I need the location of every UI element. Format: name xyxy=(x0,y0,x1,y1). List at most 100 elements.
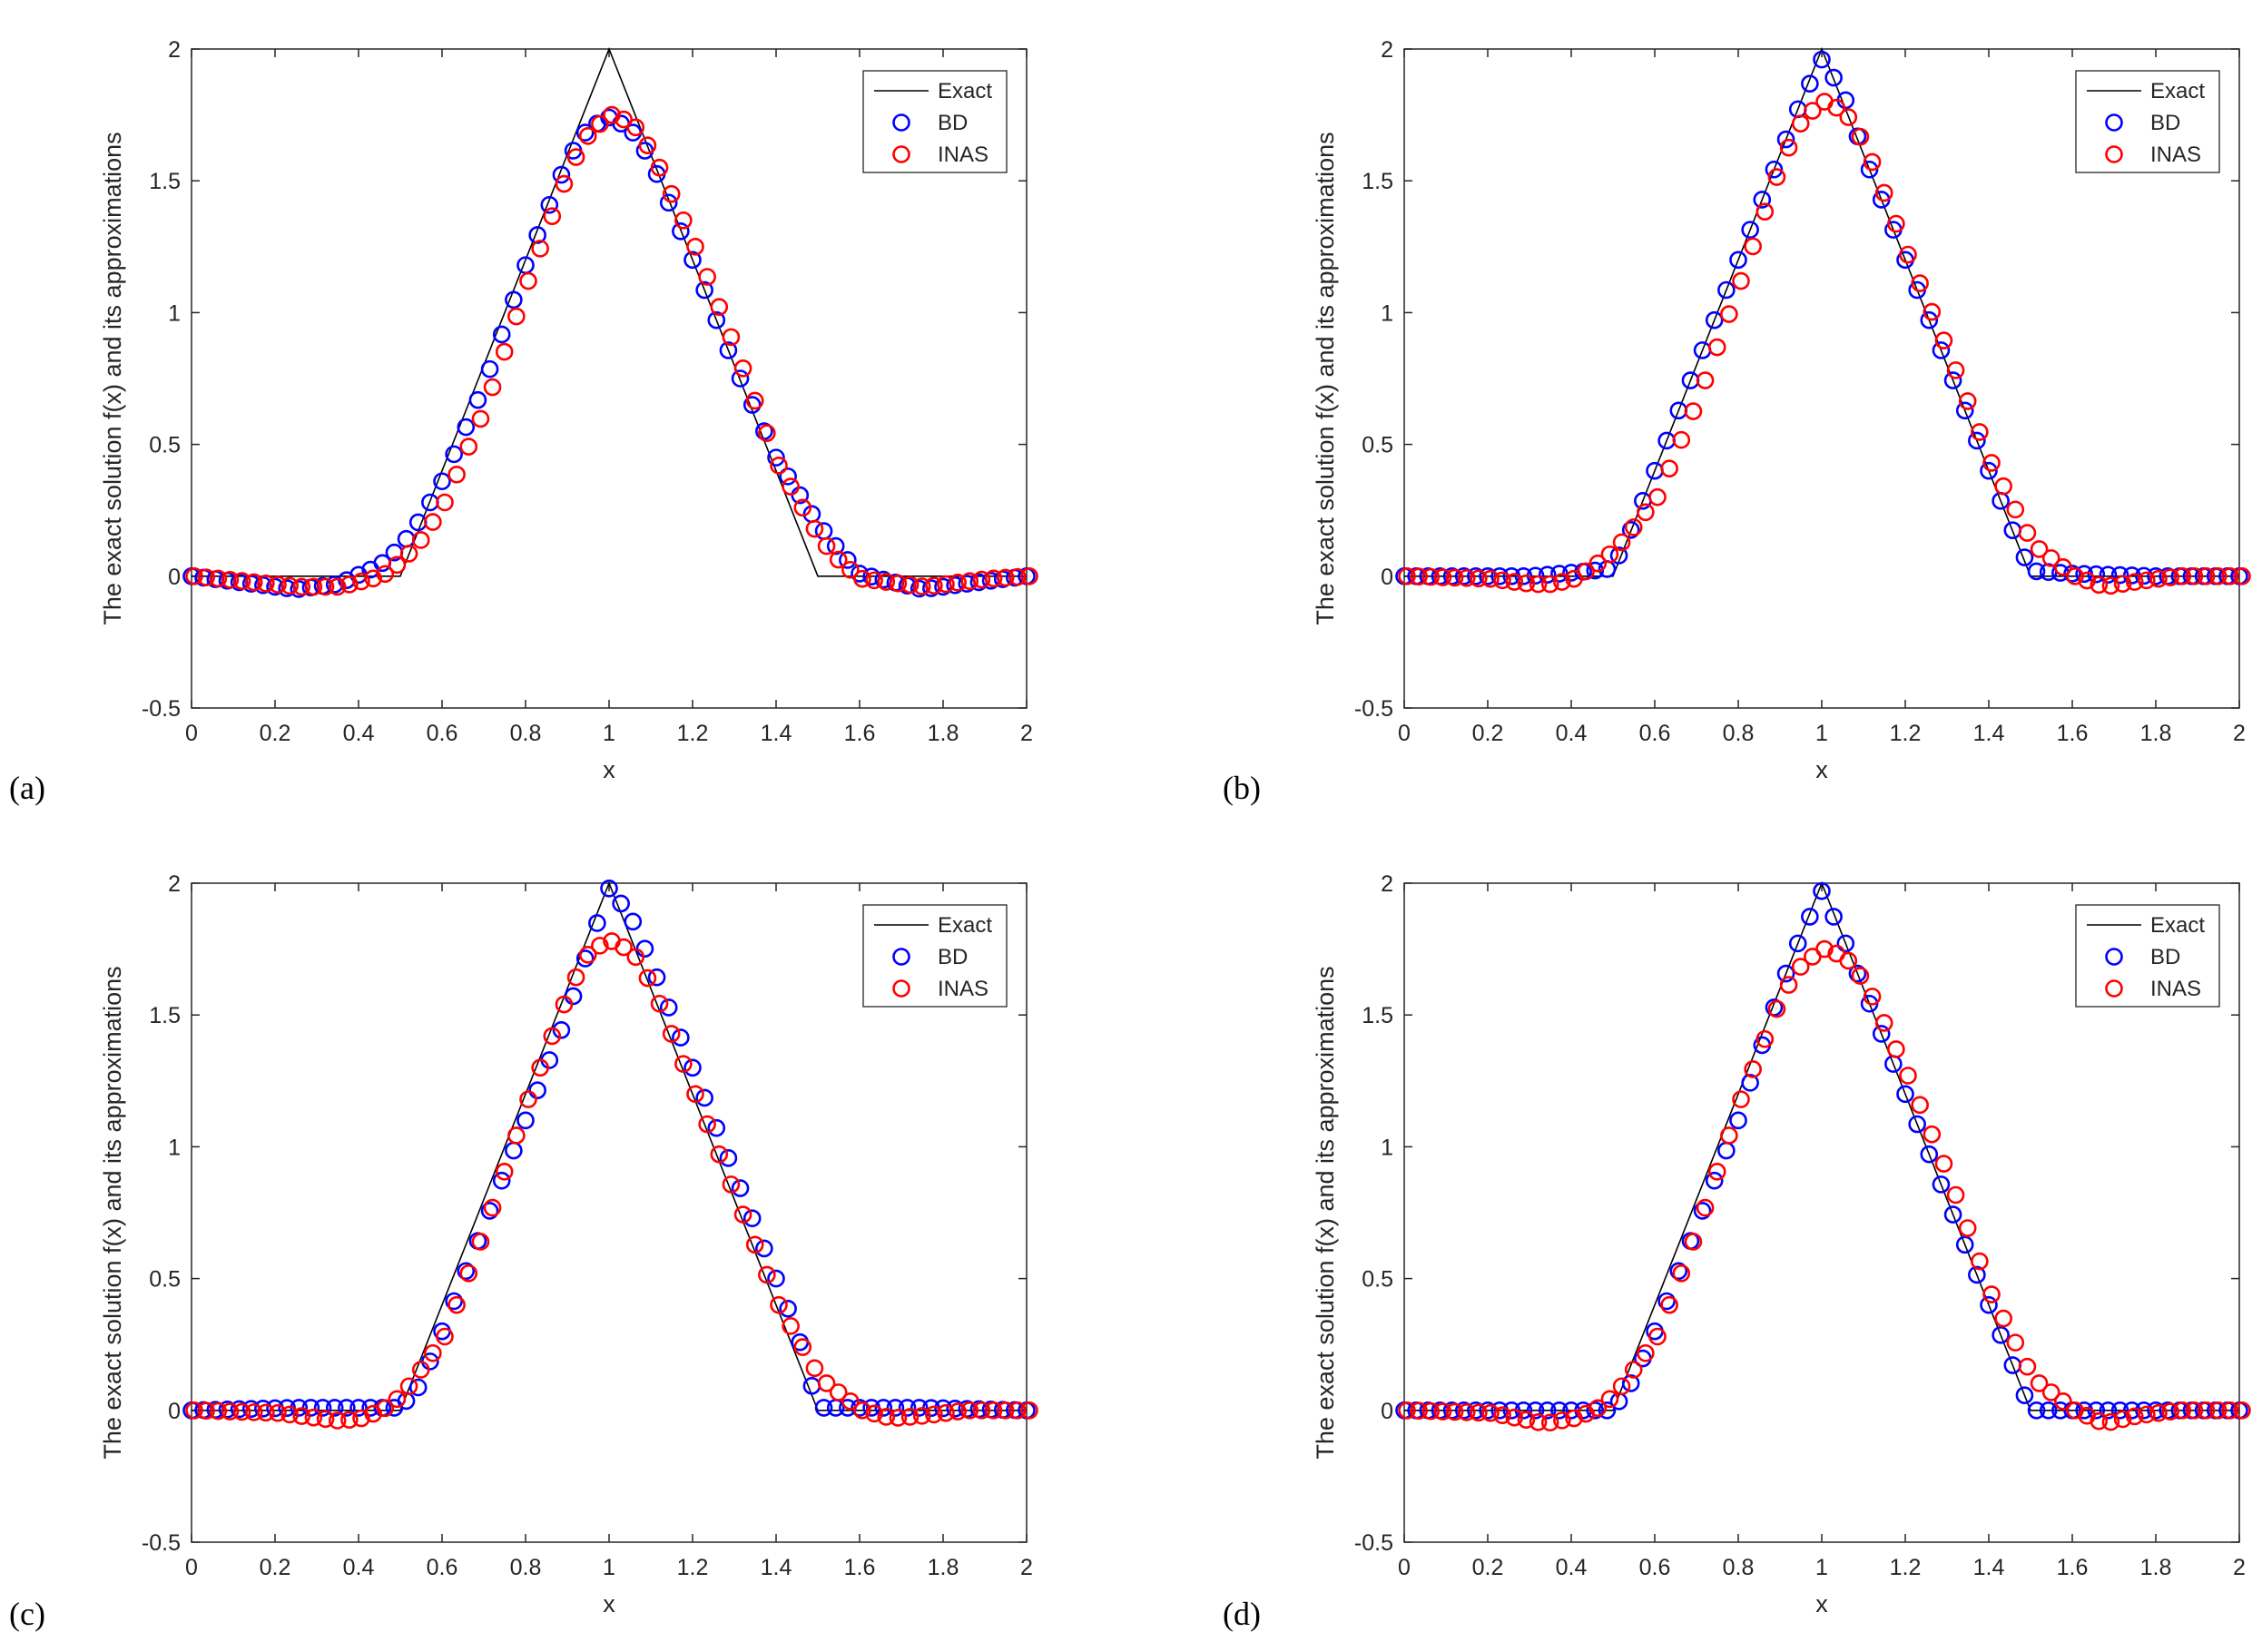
data-point-bd xyxy=(886,1399,905,1417)
data-point-bd xyxy=(516,1111,535,1130)
x-tick-label: 1.6 xyxy=(2057,721,2089,746)
data-point-bd xyxy=(779,467,797,486)
data-point-bd xyxy=(1932,1175,1951,1194)
data-point-bd xyxy=(874,1399,893,1417)
data-point-bd xyxy=(1824,68,1843,87)
data-point-inas xyxy=(1672,1264,1691,1283)
data-point-inas xyxy=(340,575,359,594)
data-point-inas xyxy=(996,1401,1015,1420)
data-point-inas xyxy=(996,568,1015,587)
data-point-bd xyxy=(528,226,546,244)
data-point-inas xyxy=(2197,566,2216,585)
y-tick-label: 2 xyxy=(168,871,181,897)
data-point-inas xyxy=(1008,567,1027,586)
data-point-inas xyxy=(2054,558,2072,576)
x-tick-label: 1 xyxy=(1815,1555,1828,1580)
data-point-inas xyxy=(2173,566,2192,585)
data-point-inas xyxy=(1684,402,1703,420)
data-point-inas xyxy=(1529,575,1548,594)
data-point-inas xyxy=(2090,575,2109,595)
data-point-inas xyxy=(2138,1405,2156,1424)
data-point-bd xyxy=(1586,1401,1605,1420)
data-point-bd xyxy=(2087,565,2106,584)
data-point-inas xyxy=(698,1115,716,1134)
data-point-inas xyxy=(436,493,454,512)
data-point-bd xyxy=(612,894,630,913)
data-point-bd xyxy=(624,912,643,931)
data-point-inas xyxy=(615,938,633,957)
data-point-inas xyxy=(1756,1029,1775,1048)
data-point-inas xyxy=(1863,152,1882,172)
data-point-inas xyxy=(1577,562,1595,581)
x-tick-label: 1 xyxy=(1815,721,1828,746)
data-point-bd xyxy=(1932,341,1951,359)
data-point-bd xyxy=(325,1399,344,1417)
data-point-bd xyxy=(457,1262,476,1281)
x-tick-label: 0.8 xyxy=(1723,1555,1755,1580)
data-point-bd xyxy=(1788,934,1807,953)
data-point-bd xyxy=(445,1292,463,1311)
data-point-inas xyxy=(328,1411,347,1430)
data-point-bd xyxy=(349,1399,368,1417)
data-point-bd xyxy=(2027,1401,2046,1420)
data-point-bd xyxy=(540,195,559,214)
data-point-inas xyxy=(543,1027,562,1046)
data-point-inas xyxy=(2221,1401,2239,1420)
data-point-inas xyxy=(507,1126,526,1145)
data-point-bd xyxy=(492,325,511,344)
data-point-inas xyxy=(925,576,943,595)
data-point-inas xyxy=(424,513,442,531)
x-tick-label: 0.2 xyxy=(260,721,291,746)
panel-label: (a) xyxy=(9,770,45,806)
data-point-inas xyxy=(900,575,920,595)
data-point-inas xyxy=(1958,392,1977,410)
data-point-bd xyxy=(1621,520,1640,539)
data-point-inas xyxy=(1505,1408,1524,1427)
data-point-bd xyxy=(445,445,463,464)
data-point-inas xyxy=(1756,202,1775,221)
data-point-bd xyxy=(1776,130,1795,149)
data-point-inas xyxy=(1517,1411,1536,1429)
data-point-bd xyxy=(600,880,618,898)
y-tick-label: -0.5 xyxy=(142,1530,181,1556)
data-point-bd xyxy=(695,280,713,300)
data-point-bd xyxy=(528,1081,546,1099)
data-point-inas xyxy=(1457,1403,1476,1421)
data-point-bd xyxy=(1955,401,1974,420)
data-point-inas xyxy=(507,307,526,326)
data-point-inas xyxy=(197,1401,215,1421)
data-point-inas xyxy=(1421,1401,1441,1421)
y-axis-label: The exact solution f(x) and its approxim… xyxy=(99,966,126,1459)
y-tick-label: 0 xyxy=(1381,565,1393,590)
data-point-inas xyxy=(1020,566,1038,585)
series-line-exact xyxy=(192,46,1027,577)
data-point-bd xyxy=(1813,881,1831,900)
data-point-bd xyxy=(767,448,785,467)
data-point-inas xyxy=(925,1405,943,1424)
data-point-bd xyxy=(1992,1326,2010,1344)
x-tick-label: 1.6 xyxy=(844,1555,876,1580)
x-tick-label: 1.6 xyxy=(2057,1555,2089,1580)
data-point-inas xyxy=(2149,1403,2168,1422)
data-point-inas xyxy=(232,1402,251,1421)
data-point-bd xyxy=(695,1088,713,1107)
data-point-inas xyxy=(829,550,848,569)
data-point-inas xyxy=(316,1410,335,1429)
data-point-bd xyxy=(707,1118,726,1137)
data-point-bd xyxy=(684,251,702,270)
data-point-inas xyxy=(770,1295,788,1314)
panel-label: (c) xyxy=(9,1596,45,1632)
data-point-inas xyxy=(1863,988,1882,1006)
data-point-bd xyxy=(1598,1401,1617,1420)
data-point-bd xyxy=(1538,565,1557,584)
legend-swatch-inas xyxy=(2105,145,2123,163)
data-point-inas xyxy=(1851,967,1870,985)
data-point-inas xyxy=(937,575,955,594)
x-tick-label: 1.2 xyxy=(677,1555,709,1580)
data-point-inas xyxy=(1624,518,1643,536)
panel-label: (b) xyxy=(1223,770,1261,806)
data-point-inas xyxy=(698,268,716,286)
data-point-bd xyxy=(1776,964,1795,983)
data-point-bd xyxy=(1526,1401,1545,1420)
